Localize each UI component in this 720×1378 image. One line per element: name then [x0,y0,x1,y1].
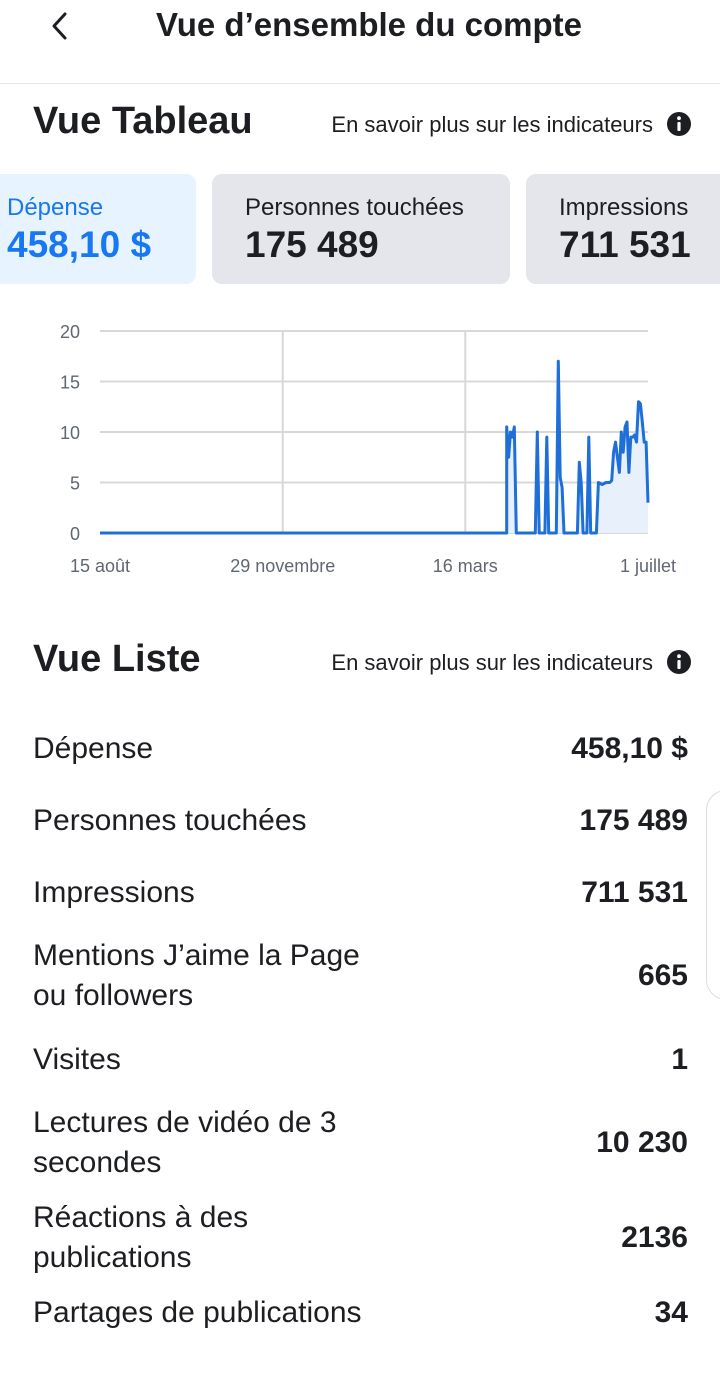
metric-card-impressions[interactable]: Impressions 711 531 [526,174,720,284]
list-row-value: 175 489 [579,804,688,837]
list-row-value: 665 [637,959,688,992]
list-row-visits: Visites 1 [33,1040,688,1080]
list-view-header: Vue Liste En savoir plus sur les indicat… [33,638,693,688]
list-row-label: Partages de publications [33,1296,362,1329]
metric-card-reach[interactable]: Personnes touchées 175 489 [212,174,510,284]
list-row-page-likes: Mentions J’aime la Page ou followers 665 [33,936,688,1016]
table-view-title: Vue Tableau [33,100,253,142]
list-row-impressions: Impressions 711 531 [33,873,688,913]
series-area [100,361,648,533]
metric-card-value: 458,10 $ [7,224,152,265]
list-row-label: Impressions [33,876,195,909]
list-row-label: Réactions à des publications [33,1201,249,1274]
learn-more-metrics-link[interactable]: En savoir plus sur les indicateurs [331,112,653,137]
list-row-post-reactions: Réactions à des publications 2136 [33,1198,688,1278]
list-row-value: 2136 [621,1221,688,1254]
metric-card-label: Impressions [559,194,689,221]
top-app-bar: Vue d’ensemble du compte [0,0,720,84]
y-tick-label: 5 [70,474,80,494]
metric-card-value: 175 489 [245,224,379,265]
side-scroll-handle[interactable] [706,790,720,1000]
list-row-label: Dépense [33,732,154,765]
x-tick-label: 15 août [70,556,130,576]
x-tick-label: 16 mars [433,556,498,576]
metric-card-label: Dépense [7,194,104,221]
x-tick-label: 1 juillet [620,556,676,576]
learn-more-metrics-link[interactable]: En savoir plus sur les indicateurs [331,650,653,675]
list-row-post-shares: Partages de publications 34 [33,1293,688,1333]
spend-chart-svg: 0 5 10 15 20 15 août 29 novembre 16 mars 1 juill… [60,322,676,576]
list-row-reach: Personnes touchées 175 489 [33,801,688,841]
list-row-label: Personnes touchées [33,804,307,837]
y-tick-label: 20 [60,322,80,342]
metric-cards-carousel[interactable]: Dépense 458,10 $ Personnes touchées 175 … [0,174,720,284]
back-button[interactable] [38,4,82,48]
list-row-value: 10 230 [596,1126,688,1159]
page-title: Vue d’ensemble du compte [155,6,583,43]
metric-card-value: 711 531 [559,224,691,265]
list-row-value: 34 [654,1296,688,1329]
list-row-value: 711 531 [581,876,688,909]
y-tick-label: 10 [60,423,80,443]
table-view-header: Vue Tableau En savoir plus sur les indic… [33,100,693,150]
chevron-left-icon [52,12,67,40]
metric-card-spend[interactable]: Dépense 458,10 $ [0,174,196,284]
list-row-label: Mentions J’aime la Page ou followers [33,939,360,1012]
list-row-video-plays: Lectures de vidéo de 3 secondes 10 230 [33,1103,688,1183]
x-tick-label: 29 novembre [230,556,335,576]
list-row-spend: Dépense 458,10 $ [33,729,688,769]
spend-chart: 0 5 10 15 20 15 août 29 novembre 16 mars 1 juill… [0,300,720,600]
y-tick-label: 0 [70,524,80,544]
list-row-value: 458,10 $ [571,732,688,765]
list-row-label: Lectures de vidéo de 3 secondes [33,1106,337,1179]
y-tick-label: 15 [60,373,80,393]
series-line [100,359,650,535]
list-view-title: Vue Liste [33,638,201,680]
list-row-value: 1 [671,1043,688,1076]
metric-card-label: Personnes touchées [245,194,464,221]
list-row-label: Visites [33,1043,121,1076]
info-icon[interactable] [665,110,693,138]
info-icon[interactable] [665,648,693,676]
